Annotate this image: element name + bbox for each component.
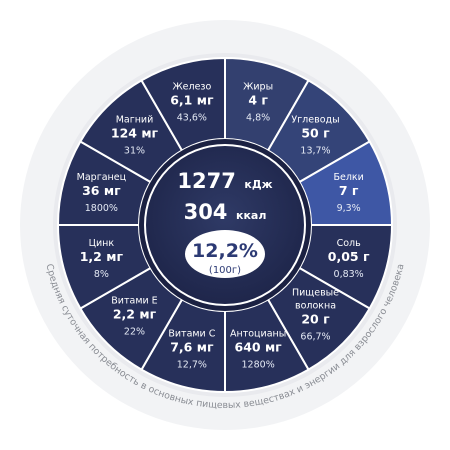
segment-label-0: Жиры 4 г 4,8% <box>243 81 273 123</box>
center-kcal-value: 304 <box>184 200 228 224</box>
segment-name: Антоцианы <box>230 329 286 340</box>
segment-name: волокна <box>295 301 336 312</box>
segment-value: 20 г <box>301 312 330 327</box>
center-outline <box>144 144 306 306</box>
segment-label-4: Пищевые волокна 20 г 66,7% <box>292 288 339 343</box>
segment-label-1: Углеводы 50 г 13,7% <box>291 114 339 156</box>
segment-percent: 9,3% <box>337 203 361 214</box>
segment-label-6: Витами С 7,6 мг 12,7% <box>168 329 215 371</box>
segment-label-10: Магний 124 мг 31% <box>111 114 159 156</box>
segment-label-3: Соль 0,05 г 0,83% <box>328 238 370 280</box>
segment-name: Железо <box>172 81 211 92</box>
segment-name: Жиры <box>243 81 273 92</box>
segment-value: 7,6 мг <box>170 340 214 355</box>
segment-value: 4 г <box>248 92 268 107</box>
segment-percent: 66,7% <box>300 332 330 343</box>
segment-percent: 1280% <box>242 360 275 371</box>
segment-percent: 43,6% <box>177 112 207 123</box>
segment-percent: 4,8% <box>246 112 270 123</box>
segment-value: 124 мг <box>111 125 159 140</box>
segment-label-9: Марганец 36 мг 1800% <box>77 172 127 214</box>
segment-label-8: Цинк 1,2 мг 8% <box>80 238 124 280</box>
segment-name: Цинк <box>89 238 115 249</box>
segment-name: Углеводы <box>291 114 339 125</box>
center-kcal: 304 ккал <box>184 200 267 224</box>
center-kj-value: 1277 <box>177 169 235 193</box>
segment-label-5: Антоцианы 640 мг 1280% <box>230 329 286 371</box>
segment-percent: 1800% <box>85 203 118 214</box>
center-kj-unit: кДж <box>244 178 272 191</box>
segment-name: Марганец <box>77 172 127 183</box>
segment-percent: 0,83% <box>334 269 364 280</box>
segment-name: Пищевые <box>292 288 339 299</box>
segment-value: 2,2 мг <box>113 307 157 322</box>
center-percent-note: (100г) <box>209 265 241 276</box>
segment-label-11: Железо 6,1 мг 43,6% <box>170 81 214 123</box>
segment-name: Витами С <box>168 329 215 340</box>
segment-percent: 31% <box>124 145 145 156</box>
segment-value: 7 г <box>339 183 359 198</box>
center-percent-badge <box>185 230 265 278</box>
segment-value: 6,1 мг <box>170 92 214 107</box>
segment-value: 0,05 г <box>328 249 370 264</box>
segment-name: Соль <box>337 238 362 249</box>
segment-name: Магний <box>116 114 154 125</box>
segment-value: 50 г <box>301 125 330 140</box>
segment-name: Белки <box>333 172 363 183</box>
center-kj: 1277 кДж <box>177 169 272 193</box>
segment-value: 1,2 мг <box>80 249 124 264</box>
center-percent: 12,2% <box>192 240 258 262</box>
segment-percent: 12,7% <box>177 360 207 371</box>
segment-percent: 22% <box>124 327 145 338</box>
segment-label-2: Белки 7 г 9,3% <box>333 172 363 214</box>
segment-label-7: Витами Е 2,2 мг 22% <box>111 296 157 338</box>
segment-percent: 8% <box>94 269 109 280</box>
segment-value: 36 мг <box>82 183 121 198</box>
segment-value: 640 мг <box>235 340 283 355</box>
segment-percent: 13,7% <box>300 145 330 156</box>
center-kcal-unit: ккал <box>236 209 266 222</box>
segment-name: Витами Е <box>111 296 157 307</box>
